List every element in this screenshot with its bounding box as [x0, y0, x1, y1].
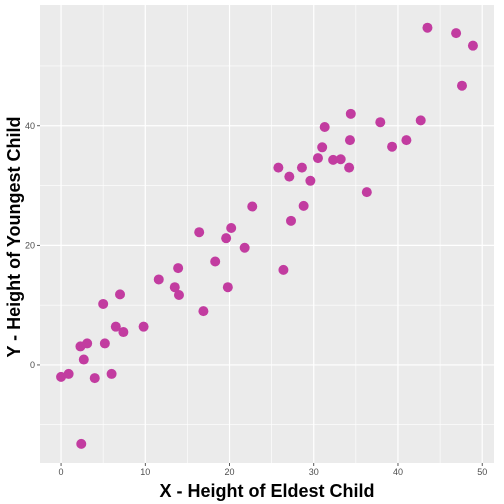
data-point: [169, 282, 180, 293]
data-point: [344, 135, 355, 146]
x-tick-label: 50: [477, 467, 487, 477]
data-point: [422, 22, 433, 33]
data-point: [210, 256, 221, 267]
data-points: [56, 22, 478, 449]
data-point: [99, 338, 110, 349]
data-point: [194, 227, 205, 238]
data-point: [138, 321, 149, 332]
data-point: [82, 338, 93, 349]
y-tick-label: 20: [25, 240, 35, 250]
data-point: [284, 171, 295, 182]
data-point: [387, 141, 398, 152]
data-point: [312, 153, 323, 164]
y-axis: 0 20 40: [25, 121, 40, 370]
data-point: [221, 233, 232, 244]
x-tick-label: 0: [59, 467, 64, 477]
data-point: [98, 298, 109, 309]
data-point: [415, 115, 426, 126]
y-tick-label: 0: [30, 360, 35, 370]
data-point: [456, 80, 467, 91]
x-axis-title: X - Height of Eldest Child: [160, 481, 375, 501]
data-point: [317, 142, 328, 153]
data-point: [278, 264, 289, 275]
data-point: [296, 162, 307, 173]
data-point: [118, 327, 129, 338]
data-point: [298, 200, 309, 211]
x-tick-label: 40: [393, 467, 403, 477]
data-point: [226, 223, 237, 234]
data-point: [467, 40, 478, 51]
x-axis: 0 10 20 30 40 50: [59, 463, 487, 477]
data-point: [375, 117, 386, 128]
data-point: [286, 215, 297, 226]
data-point: [115, 289, 126, 300]
data-point: [222, 282, 233, 293]
grid-lines: [40, 5, 494, 463]
data-point: [76, 438, 87, 449]
x-tick-label: 20: [225, 467, 235, 477]
x-tick-label: 30: [309, 467, 319, 477]
data-point: [247, 201, 258, 212]
data-point: [63, 368, 74, 379]
data-point: [173, 263, 184, 274]
data-point: [78, 354, 89, 365]
data-point: [273, 162, 284, 173]
data-point: [328, 154, 339, 165]
data-point: [401, 135, 412, 146]
data-point: [345, 108, 356, 119]
plot-panel: [40, 5, 494, 463]
data-point: [305, 175, 316, 186]
y-tick-label: 40: [25, 121, 35, 131]
data-point: [153, 274, 164, 285]
data-point: [106, 368, 117, 379]
y-axis-title: Y - Height of Youngest Child: [4, 117, 24, 358]
data-point: [451, 28, 462, 39]
data-point: [361, 187, 372, 198]
data-point: [344, 162, 355, 173]
x-tick-label: 10: [140, 467, 150, 477]
data-point: [335, 154, 346, 165]
data-point: [56, 371, 67, 382]
data-point: [319, 121, 330, 132]
data-point: [173, 289, 184, 300]
data-point: [198, 306, 209, 317]
data-point: [110, 321, 121, 332]
data-point: [239, 242, 250, 253]
data-point: [89, 373, 100, 384]
